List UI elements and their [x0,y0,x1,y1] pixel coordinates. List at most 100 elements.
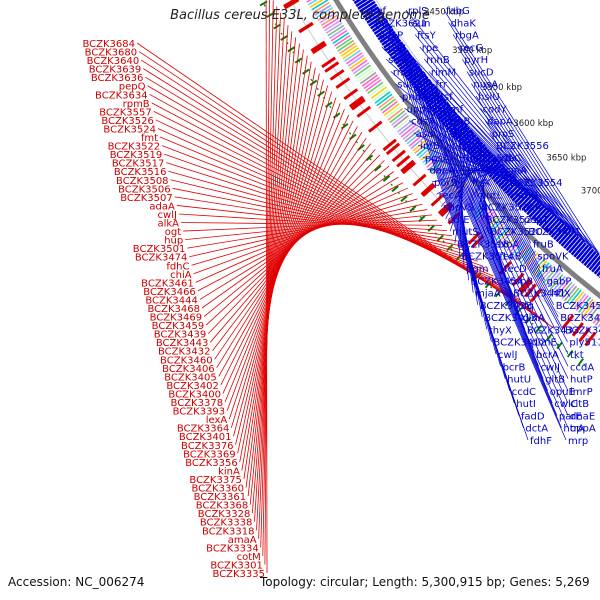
cog-band-tick [563,285,578,302]
gene-label-reverse: ribC [501,153,521,164]
reverse-gene-mark [570,240,585,256]
cog-band-tick [545,270,559,286]
position-dash [418,215,426,223]
gene-label-reverse: fabG [446,6,470,17]
cog-band-tick [307,0,318,6]
gene-label-forward: BCZK3508 [116,176,169,187]
cog-band-tick [319,12,337,24]
gene-leader-line [496,157,513,195]
gene-label-forward: BCZK3640 [87,56,140,67]
cog-band-tick [335,37,353,50]
gene-label-reverse: bcrB [503,362,526,373]
cog-band-tick [535,262,550,278]
gene-leader-line [483,144,523,220]
reverse-gene-mark [483,158,499,173]
cog-band-tick [585,302,599,319]
gene-label-reverse: dnaE [570,411,595,422]
forward-gene-mark [511,272,525,287]
gene-leader-line [502,164,509,183]
gene-label-reverse: BCZK3556 [496,141,549,152]
gene-leader-line [429,79,526,330]
gene-label-forward: BCZK3328 [198,509,251,520]
gene-label-forward: BCZK3684 [82,39,135,50]
gene-leader-line [443,9,600,255]
cog-band-tick [420,147,436,161]
forward-gene-mark [412,173,427,187]
gene-label-forward: BCZK3364 [177,424,230,435]
gene-label-forward: BCZK3439 [154,330,207,341]
cog-band-tick [552,275,566,292]
position-dash [302,68,310,75]
position-dash [525,316,532,324]
gene-leader-line [401,41,549,391]
gene-label-reverse: fdhF [530,436,552,447]
gene-label-reverse: BCZK3521 [486,215,539,226]
cog-band-tick [327,24,345,37]
gene-leader-line [245,49,304,488]
gene-label-forward: BCZK3318 [202,526,255,537]
forward-gene-mark [310,40,326,52]
gene-label-forward: BCZK3393 [173,407,226,418]
reverse-gene-mark [558,229,572,245]
gene-label-forward: BCZK3519 [110,150,163,161]
gene-leader-line [239,67,316,462]
gene-leader-line [435,86,559,318]
reverse-gene-mark [502,177,518,192]
gene-label-reverse: pyrH [464,55,488,66]
forward-gene-mark [311,42,327,55]
reverse-gene-mark [591,260,600,273]
gene-label-forward: BCZK3517 [112,159,165,170]
gene-leader-line [385,18,569,428]
gene-label-reverse: cwlJ [541,362,560,373]
cog-band-tick [582,300,596,317]
forward-gene-mark [351,98,366,111]
gene-label-forward: BCZK3461 [141,278,194,289]
cog-band-tick [367,81,384,95]
gene-label-forward: BCZK3368 [196,501,249,512]
gene-label-reverse: dhaK [451,18,477,29]
cog-band-tick [410,135,427,150]
forward-gene-mark [283,0,298,8]
gene-label-forward: BCZK3460 [160,355,213,366]
position-dash [409,205,417,213]
gene-label-reverse: hutU [507,375,531,386]
gene-leader-line [390,26,569,416]
gene-leader-line [241,61,312,471]
gene-label-forward: BCZK3459 [152,321,205,332]
cog-band-tick [317,9,335,22]
gene-label-reverse: ftsY [417,31,436,42]
gene-label-reverse: BCZK3525 [481,203,534,214]
gene-label-forward: BCZK3474 [135,253,188,264]
reverse-gene-mark [545,218,560,234]
gene-label-forward: BCZK3524 [103,124,156,135]
forward-gene-mark [324,61,340,73]
cog-band-tick [306,0,312,3]
cog-band-tick [314,4,332,16]
gene-label-reverse: codY [483,104,508,115]
cog-band-tick [344,49,361,62]
forward-gene-mark [467,231,481,245]
gene-label-reverse: BCZK3554 [510,178,563,189]
cog-band-tick [383,103,400,116]
position-dash [382,175,391,182]
cog-band-tick [324,19,341,32]
cog-band-tick [587,304,600,321]
reverse-gene-mark [528,202,543,218]
gene-leader-line [228,97,337,420]
gene-label-reverse: spoVS [443,203,474,214]
topology-summary: Topology: circular; Length: 5,300,915 bp… [260,575,590,589]
reverse-gene-mark [588,254,600,271]
gene-label-forward: BCZK3466 [143,287,196,298]
gene-label-forward: BCZK3526 [101,116,154,127]
gene-leader-line [461,58,572,231]
gene-label-forward: BCZK3402 [166,381,219,392]
gene-leader-line [230,91,333,428]
gene-label-reverse: fruA [542,264,563,275]
cog-band-tick [354,64,372,77]
gene-label-forward: fdhC [166,261,189,272]
gene-leader-line [407,49,544,379]
forward-gene-mark [343,88,359,101]
gene-leader-line [477,137,527,232]
position-dash [400,195,408,203]
